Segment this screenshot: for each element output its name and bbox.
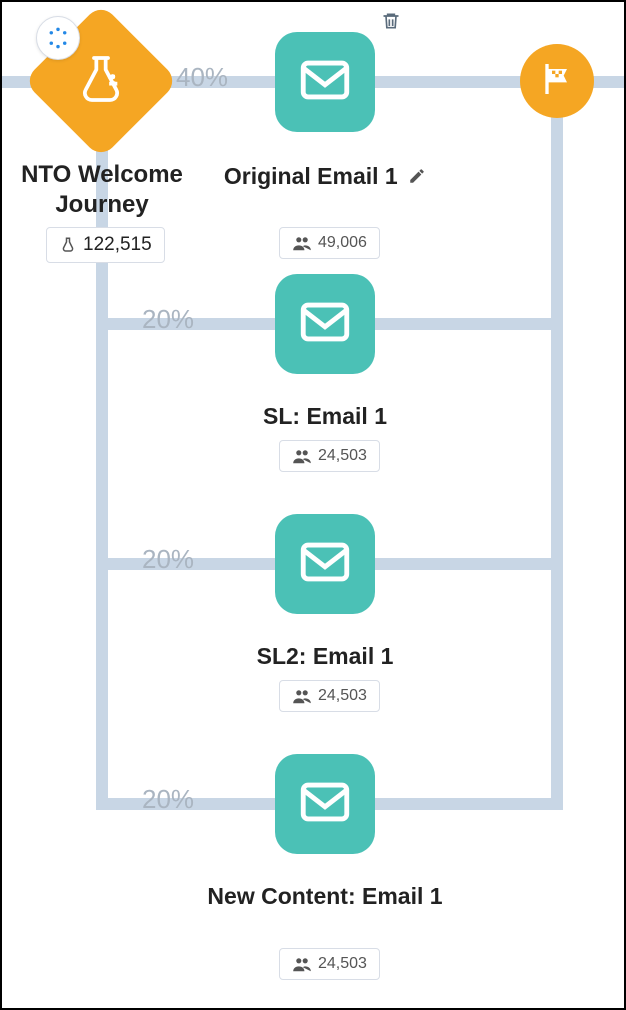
email-node-2-title: SL: Email 1 — [202, 402, 448, 431]
email-node-2[interactable] — [275, 274, 375, 374]
journey-canvas: 40% 20% 20% 20% — [0, 0, 626, 1010]
envelope-icon — [296, 51, 354, 114]
email-node-4-count: 24,503 — [318, 955, 367, 973]
start-node[interactable] — [46, 26, 156, 136]
start-node-count: 122,515 — [83, 234, 152, 256]
envelope-icon — [296, 773, 354, 836]
email-node-1-count: 49,006 — [318, 234, 367, 252]
connector-end-vertical — [551, 82, 563, 802]
email-node-2-count-badge: 24,503 — [279, 440, 380, 472]
email-node-1-count-badge: 49,006 — [279, 227, 380, 259]
flask-small-icon — [59, 236, 77, 254]
email-node-3-count: 24,503 — [318, 687, 367, 705]
end-node[interactable] — [520, 44, 594, 118]
flag-icon — [537, 59, 577, 104]
start-node-count-badge: 122,515 — [46, 227, 165, 263]
email-node-1[interactable] — [275, 32, 375, 132]
pct-label-1: 40% — [176, 62, 228, 93]
email-node-3[interactable] — [275, 514, 375, 614]
pct-label-2: 20% — [142, 304, 194, 335]
email-node-3-title: SL2: Email 1 — [202, 642, 448, 671]
people-icon — [292, 235, 312, 251]
flask-icon — [73, 51, 129, 112]
email-node-1-title: Original Email 1 — [202, 162, 448, 191]
email-node-3-count-badge: 24,503 — [279, 680, 380, 712]
email-node-4[interactable] — [275, 754, 375, 854]
edit-icon[interactable] — [408, 167, 426, 185]
people-icon — [292, 956, 312, 972]
pct-label-3: 20% — [142, 544, 194, 575]
people-icon — [292, 688, 312, 704]
delete-button[interactable] — [380, 10, 402, 32]
people-icon — [292, 448, 312, 464]
pct-label-4: 20% — [142, 784, 194, 815]
email-node-2-count: 24,503 — [318, 447, 367, 465]
email-node-4-count-badge: 24,503 — [279, 948, 380, 980]
loading-spinner-icon — [36, 16, 80, 60]
start-node-title: NTO Welcome Journey — [12, 160, 192, 220]
email-node-4-title: New Content: Email 1 — [202, 882, 448, 911]
envelope-icon — [296, 533, 354, 596]
envelope-icon — [296, 293, 354, 356]
